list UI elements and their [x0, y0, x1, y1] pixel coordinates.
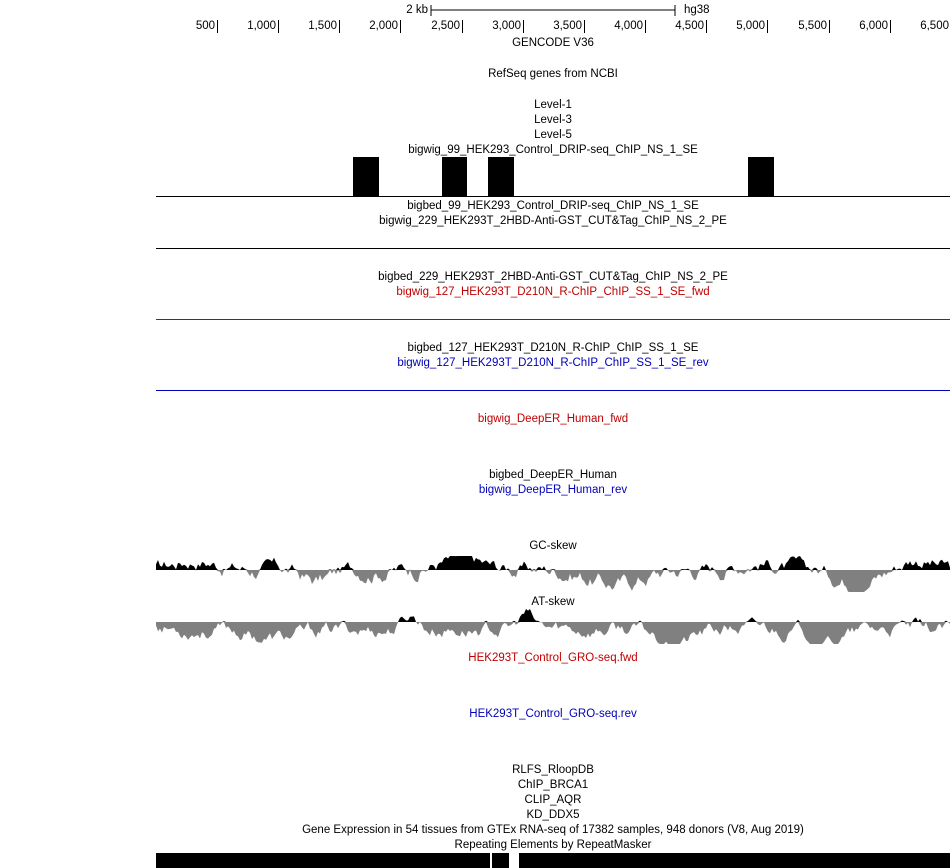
scale-bar — [430, 5, 676, 16]
track-baseline-rev — [156, 390, 950, 391]
track-label-gc-skew[interactable]: GC-skew — [529, 540, 577, 552]
track-label-deeper-fwd[interactable]: bigwig_DeepER_Human_fwd — [477, 413, 629, 425]
ruler-tick-label: 2,500 — [431, 20, 460, 32]
track-label-gro-rev[interactable]: HEK293T_Control_GRO-seq.rev — [469, 708, 637, 720]
ruler-tick-label: 5,000 — [736, 20, 765, 32]
track-label-level5[interactable]: Level-5 — [534, 129, 572, 141]
track-label-bigbed-99[interactable]: bigbed_99_HEK293_Control_DRIP-seq_ChIP_N… — [407, 200, 699, 212]
ruler-tick-label: 2,000 — [369, 20, 398, 32]
track-label-bigwig-127-fwd[interactable]: bigwig_127_HEK293T_D210N_R-ChIP_ChIP_SS_… — [396, 286, 710, 298]
ruler-tick-label: 1,500 — [308, 20, 337, 32]
repeat-element — [492, 853, 509, 868]
track-label-rlfs[interactable]: RLFS_RloopDB — [512, 764, 594, 776]
signal-peak — [488, 157, 514, 196]
repeat-element — [519, 853, 950, 868]
track-label-gtex[interactable]: Gene Expression in 54 tissues from GTEx … — [302, 824, 804, 836]
gc-skew-signal — [156, 556, 950, 592]
track-label-bigwig-99[interactable]: bigwig_99_HEK293_Control_DRIP-seq_ChIP_N… — [408, 144, 698, 156]
ruler-tick-mark — [829, 20, 830, 33]
scale-bar-label: 2 kb — [406, 4, 428, 16]
ruler-tick-mark — [645, 20, 646, 33]
track-label-deeper-rev[interactable]: bigwig_DeepER_Human_rev — [478, 484, 628, 496]
ruler-tick-label: 500 — [195, 20, 215, 32]
ruler-tick-label: 6,500 — [920, 20, 949, 32]
track-label-at-skew[interactable]: AT-skew — [531, 596, 575, 608]
ruler-tick-mark — [400, 20, 401, 33]
skew-negative-area — [156, 622, 950, 644]
ruler-tick-mark — [890, 20, 891, 33]
track-label-bigwig-127-rev[interactable]: bigwig_127_HEK293T_D210N_R-ChIP_ChIP_SS_… — [397, 357, 709, 369]
ruler-tick-label: 5,500 — [798, 20, 827, 32]
track-label-kd-ddx5[interactable]: KD_DDX5 — [526, 809, 580, 821]
track-label-repeatmasker[interactable]: Repeating Elements by RepeatMasker — [454, 839, 652, 851]
ruler-tick-label: 4,500 — [675, 20, 704, 32]
ruler-tick-label: 4,000 — [614, 20, 643, 32]
ruler-tick-mark — [339, 20, 340, 33]
ruler-tick-mark — [217, 20, 218, 33]
track-label-refseq[interactable]: RefSeq genes from NCBI — [488, 68, 618, 80]
signal-peak — [748, 157, 774, 196]
assembly-label: hg38 — [684, 4, 710, 16]
track-baseline — [156, 248, 950, 249]
ruler-tick-label: 6,000 — [859, 20, 888, 32]
signal-peak — [353, 157, 379, 196]
signal-peak — [442, 157, 467, 196]
at-skew-signal — [156, 609, 950, 644]
skew-positive-area — [156, 609, 950, 622]
track-baseline — [156, 196, 950, 197]
ruler-tick-mark — [767, 20, 768, 33]
track-label-bigwig-229[interactable]: bigwig_229_HEK293T_2HBD-Anti-GST_CUT&Tag… — [379, 215, 727, 227]
track-label-bigbed-127[interactable]: bigbed_127_HEK293T_D210N_R-ChIP_ChIP_SS_… — [407, 342, 699, 354]
track-label-level3[interactable]: Level-3 — [534, 114, 572, 126]
ruler-tick-mark — [584, 20, 585, 33]
ruler-tick-label: 3,000 — [492, 20, 521, 32]
track-label-gro-fwd[interactable]: HEK293T_Control_GRO-seq.fwd — [468, 652, 638, 664]
ruler-tick-mark — [462, 20, 463, 33]
track-label-clip-aqr[interactable]: CLIP_AQR — [524, 794, 582, 806]
skew-signal-area[interactable] — [156, 548, 950, 652]
track-label-deeper-bed[interactable]: bigbed_DeepER_Human — [489, 469, 617, 481]
ruler-tick-label: 3,500 — [553, 20, 582, 32]
track-label-gencode[interactable]: GENCODE V36 — [512, 37, 594, 49]
skew-negative-area — [156, 570, 950, 592]
track-label-level1[interactable]: Level-1 — [534, 99, 572, 111]
ruler-tick-label: 1,000 — [247, 20, 276, 32]
ruler-tick-mark — [523, 20, 524, 33]
repeat-element — [156, 853, 490, 868]
ruler-tick-mark — [706, 20, 707, 33]
skew-positive-area — [156, 556, 950, 570]
track-label-chip-brca1[interactable]: ChIP_BRCA1 — [517, 779, 589, 791]
track-baseline-fwd — [156, 319, 950, 320]
ruler-tick-mark — [278, 20, 279, 33]
track-label-bigbed-229[interactable]: bigbed_229_HEK293T_2HBD-Anti-GST_CUT&Tag… — [378, 271, 728, 283]
